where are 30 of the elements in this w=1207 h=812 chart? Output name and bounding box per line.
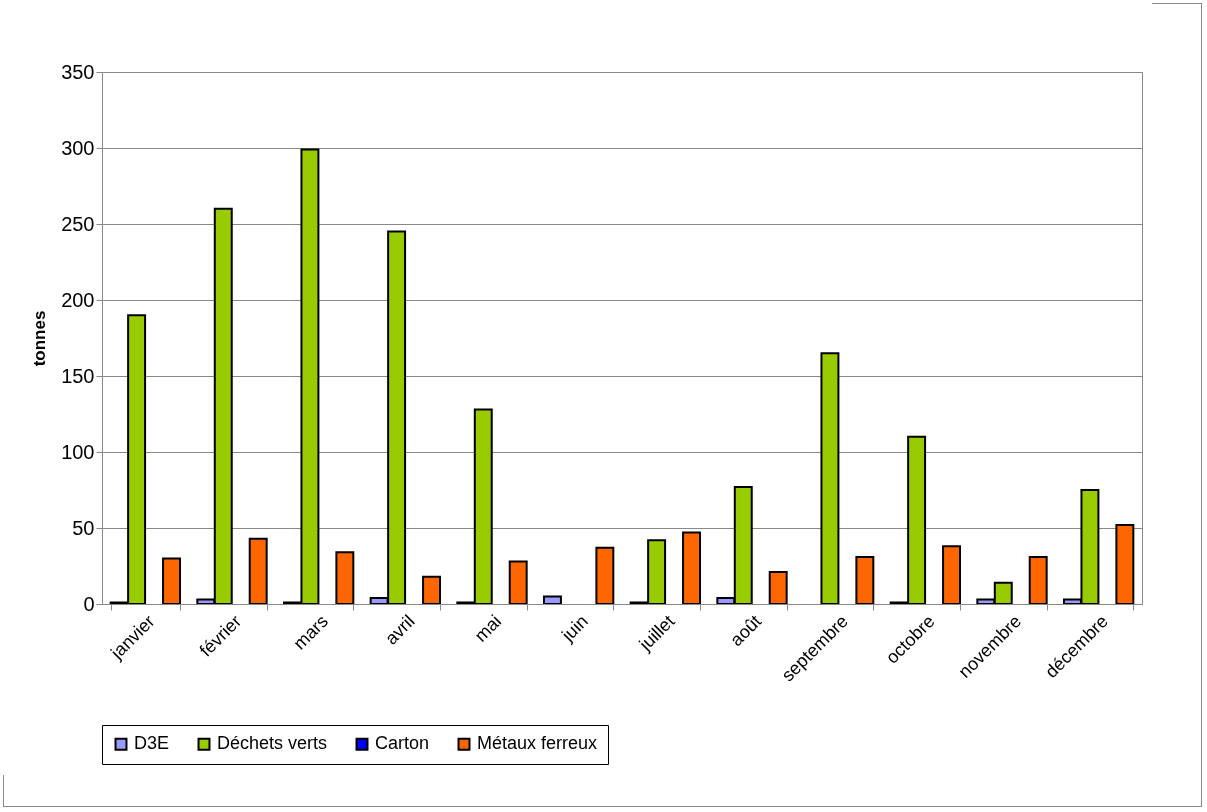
bar bbox=[1115, 523, 1135, 604]
y-tick-label: 50 bbox=[72, 516, 95, 539]
bar bbox=[162, 557, 181, 604]
legend-label: D3E bbox=[134, 733, 170, 754]
legend-label: Carton bbox=[375, 733, 430, 754]
bar bbox=[820, 352, 840, 604]
bar bbox=[508, 560, 528, 604]
y-axis-title: tonnes bbox=[30, 310, 50, 367]
bar bbox=[422, 575, 441, 604]
y-tick-label: 300 bbox=[61, 136, 95, 159]
bar bbox=[595, 546, 615, 604]
y-tick-label: 200 bbox=[61, 288, 95, 311]
legend-label: Métaux ferreux bbox=[477, 733, 598, 754]
bar bbox=[855, 555, 875, 604]
y-tick-label: 0 bbox=[83, 592, 95, 615]
y-tick-label: 150 bbox=[61, 364, 95, 387]
bar bbox=[248, 537, 268, 604]
bar bbox=[543, 595, 562, 604]
legend-label: Déchets verts bbox=[217, 733, 328, 754]
bar bbox=[682, 531, 701, 604]
y-tick-label: 250 bbox=[61, 212, 95, 235]
bar bbox=[768, 571, 788, 604]
x-tick-label: juin bbox=[557, 611, 592, 646]
y-tick-label: 100 bbox=[61, 440, 95, 463]
x-tick-label: août bbox=[726, 611, 766, 651]
bar bbox=[1028, 555, 1048, 604]
bar bbox=[335, 551, 355, 604]
y-tick-label: 350 bbox=[61, 60, 95, 83]
x-tick-label: mai bbox=[470, 611, 506, 646]
bar bbox=[942, 545, 961, 604]
